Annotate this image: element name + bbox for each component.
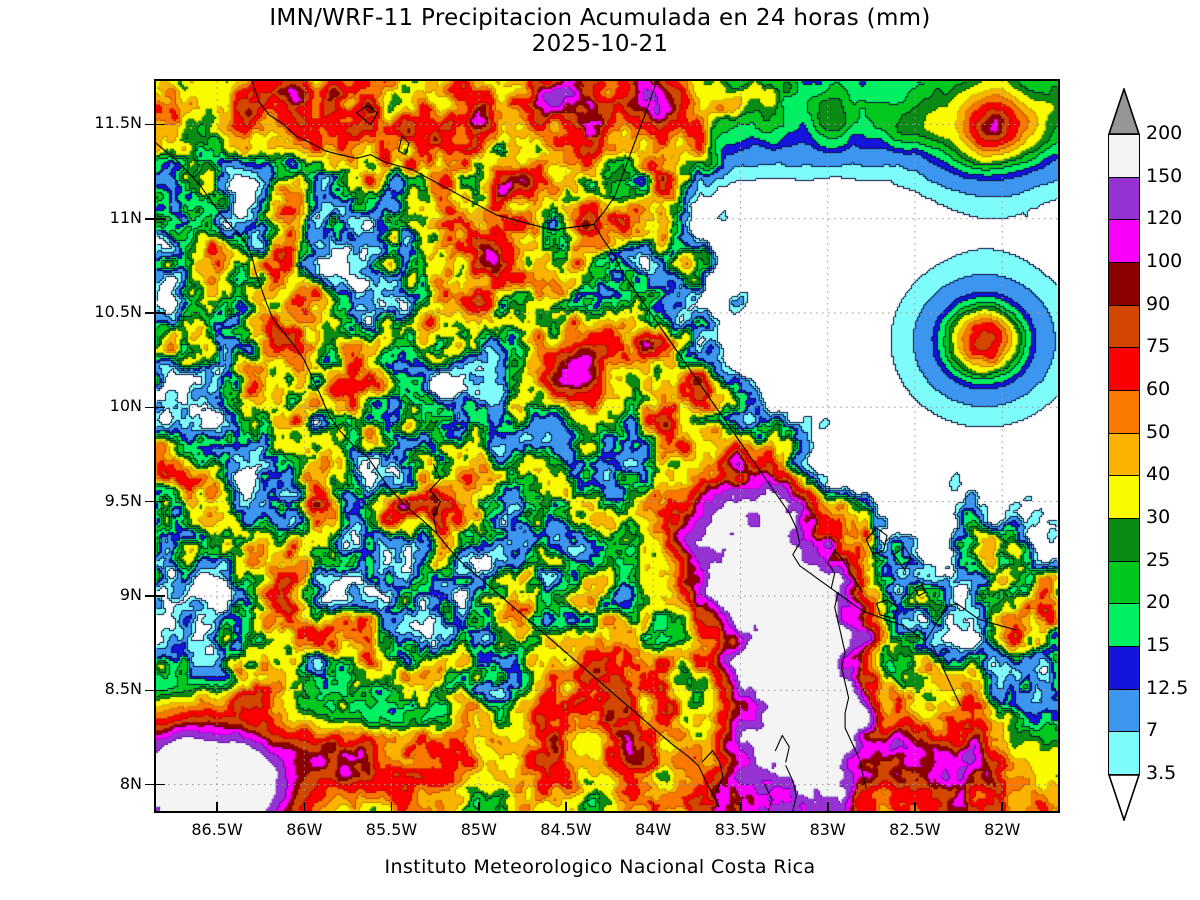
- lon-tick-mark: [827, 802, 829, 811]
- lon-tick-mark: [216, 802, 218, 811]
- lat-tick-mark: [156, 218, 165, 220]
- colorbar-tick-label: 200: [1146, 122, 1183, 144]
- lon-tick-mark: [739, 802, 742, 811]
- lat-tick-mark: [156, 783, 165, 786]
- lat-tick-mark: [156, 123, 165, 126]
- chart-subtitle-date: 2025-10-21: [531, 30, 669, 57]
- lon-tick-mark: [390, 802, 393, 811]
- colorbar-tick-label: 25: [1146, 548, 1171, 571]
- lat-tick-label: 11N: [109, 207, 142, 227]
- colorbar-under-arrow: [1107, 774, 1141, 825]
- lon-tick-mark: [914, 802, 916, 811]
- colorbar-swatch: [1108, 560, 1140, 605]
- lon-tick-label: 84W: [635, 820, 672, 839]
- chart-title-block: IMN/WRF-11 Precipitacion Acumulada en 24…: [0, 5, 1200, 58]
- lat-tick-label: 8.5N: [104, 679, 142, 699]
- lat-tick-label: 10N: [109, 396, 142, 416]
- colorbar-swatch: [1108, 347, 1140, 392]
- lat-tick-mark-outer: [145, 595, 154, 597]
- colorbar-swatch: [1108, 432, 1140, 477]
- lat-tick-mark: [156, 406, 165, 409]
- colorbar-swatch-stack: [1108, 88, 1140, 818]
- colorbar-swatch: [1108, 176, 1140, 221]
- colorbar-swatch: [1108, 304, 1140, 349]
- colorbar-tick-label: 120: [1146, 207, 1183, 230]
- lon-tick-label: 85W: [460, 820, 497, 839]
- lon-tick-label: 82.5W: [889, 820, 941, 839]
- colorbar-swatch: [1108, 390, 1140, 435]
- colorbar-tick-label: 60: [1146, 378, 1171, 400]
- lat-tick-mark-outer: [145, 123, 154, 126]
- colorbar-tick-label: 7: [1146, 719, 1159, 742]
- colorbar-legend: 200 150 120 100 90 75 60 50 40 30 25 20 15 12.5 7 3.5: [1106, 86, 1196, 823]
- lat-tick-mark-outer: [145, 406, 154, 409]
- lat-tick-mark: [156, 595, 165, 597]
- chart-title: IMN/WRF-11 Precipitacion Acumulada en 24…: [269, 5, 931, 31]
- precipitation-field-canvas: [156, 81, 1058, 811]
- lon-tick-mark: [565, 802, 567, 811]
- lat-tick-mark-outer: [145, 312, 154, 314]
- lat-tick-mark: [156, 500, 165, 503]
- lon-tick-label: 86W: [286, 820, 323, 839]
- lat-tick-label: 9N: [119, 585, 142, 604]
- colorbar-tick-label: 90: [1146, 292, 1171, 315]
- colorbar-tick-label: 3.5: [1146, 762, 1177, 784]
- lat-tick-mark: [156, 312, 165, 314]
- colorbar-over-arrow: [1107, 86, 1141, 139]
- lon-tick-mark: [652, 802, 654, 811]
- colorbar-swatch: [1108, 603, 1140, 648]
- lat-tick-mark-outer: [145, 218, 154, 220]
- lon-tick-mark: [303, 802, 305, 811]
- lat-tick-mark-outer: [145, 500, 154, 503]
- colorbar-swatch: [1108, 646, 1140, 691]
- colorbar-tick-label: 40: [1146, 463, 1171, 486]
- lat-tick-label: 11.5N: [94, 113, 142, 133]
- colorbar-swatch: [1108, 134, 1140, 179]
- colorbar-tick-label: 15: [1146, 634, 1171, 656]
- lon-tick-label: 85.5W: [365, 820, 418, 839]
- colorbar-tick-label: 30: [1146, 506, 1171, 528]
- lon-tick-label: 84.5W: [540, 820, 592, 839]
- colorbar-tick-label: 100: [1146, 250, 1183, 272]
- lat-tick-mark-outer: [145, 689, 154, 691]
- footer-attribution: Instituto Meteorologico Nacional Costa R…: [384, 856, 816, 878]
- lon-tick-label: 83.5W: [714, 820, 767, 839]
- lon-tick-mark: [1001, 802, 1003, 811]
- colorbar-tick-label: 75: [1146, 335, 1171, 358]
- colorbar-tick-label: 12.5: [1146, 676, 1189, 699]
- lon-tick-label: 83W: [809, 820, 846, 839]
- lat-tick-label: 8N: [119, 773, 142, 793]
- colorbar-tick-label: 20: [1146, 591, 1171, 614]
- lat-tick-label: 9.5N: [104, 490, 142, 510]
- colorbar-swatch: [1108, 219, 1140, 264]
- colorbar-swatch: [1108, 262, 1140, 307]
- map-plot-area: [154, 79, 1060, 813]
- colorbar-tick-label: 50: [1146, 420, 1171, 443]
- colorbar-swatch: [1108, 688, 1140, 733]
- lat-tick-label: 10.5N: [94, 302, 142, 321]
- colorbar-tick-label: 150: [1146, 164, 1183, 187]
- colorbar-swatch: [1108, 475, 1140, 520]
- colorbar-swatch: [1108, 731, 1140, 776]
- lon-tick-label: 86.5W: [191, 820, 243, 839]
- lon-tick-mark: [478, 802, 480, 811]
- lon-tick-label: 82W: [984, 820, 1021, 839]
- colorbar-swatch: [1108, 518, 1140, 563]
- lat-tick-mark-outer: [145, 783, 154, 786]
- lat-tick-mark: [156, 689, 165, 691]
